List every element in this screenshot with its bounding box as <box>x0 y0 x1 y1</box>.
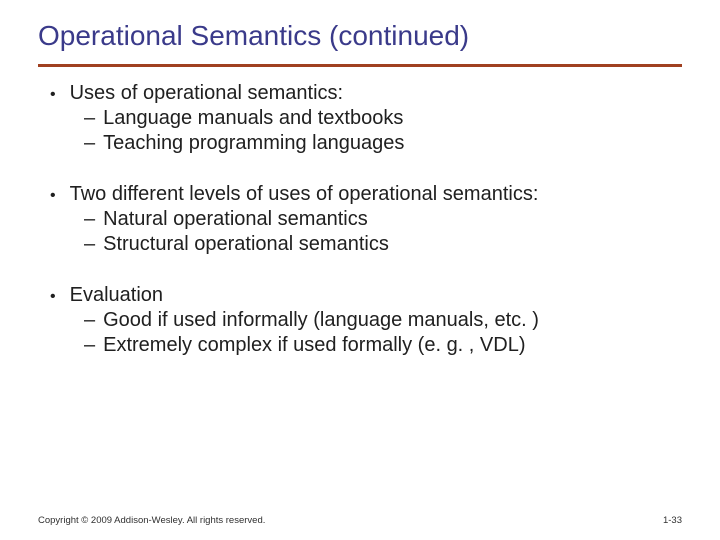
slide-footer: Copyright © 2009 Addison-Wesley. All rig… <box>38 515 682 526</box>
bullet-dot-icon: • <box>50 85 56 105</box>
slide: Operational Semantics (continued) • Uses… <box>0 0 720 540</box>
copyright-text: Copyright © 2009 Addison-Wesley. All rig… <box>38 515 265 526</box>
bullet-item: • Two different levels of uses of operat… <box>38 182 682 207</box>
sub-bullet-text: Good if used informally (language manual… <box>103 308 682 333</box>
sub-bullet-item: – Good if used informally (language manu… <box>38 308 682 333</box>
bullet-dot-icon: • <box>50 287 56 307</box>
slide-title: Operational Semantics (continued) <box>38 20 682 64</box>
dash-icon: – <box>84 333 95 358</box>
sub-bullet-text: Teaching programming languages <box>103 131 682 156</box>
bullet-group: • Uses of operational semantics: – Langu… <box>38 81 682 156</box>
sub-bullet-text: Language manuals and textbooks <box>103 106 682 131</box>
sub-bullet-text: Extremely complex if used formally (e. g… <box>103 333 682 358</box>
sub-bullet-item: – Teaching programming languages <box>38 131 682 156</box>
bullet-item: • Evaluation <box>38 283 682 308</box>
bullet-group: • Two different levels of uses of operat… <box>38 182 682 257</box>
slide-content: • Uses of operational semantics: – Langu… <box>38 81 682 358</box>
sub-bullet-text: Structural operational semantics <box>103 232 682 257</box>
dash-icon: – <box>84 106 95 131</box>
bullet-text: Two different levels of uses of operatio… <box>70 182 682 207</box>
bullet-text: Uses of operational semantics: <box>70 81 682 106</box>
bullet-dot-icon: • <box>50 186 56 206</box>
sub-bullet-item: – Language manuals and textbooks <box>38 106 682 131</box>
page-number: 1-33 <box>663 515 682 526</box>
bullet-item: • Uses of operational semantics: <box>38 81 682 106</box>
dash-icon: – <box>84 232 95 257</box>
bullet-text: Evaluation <box>70 283 682 308</box>
dash-icon: – <box>84 308 95 333</box>
dash-icon: – <box>84 207 95 232</box>
sub-bullet-text: Natural operational semantics <box>103 207 682 232</box>
title-rule <box>38 64 682 67</box>
sub-bullet-item: – Structural operational semantics <box>38 232 682 257</box>
dash-icon: – <box>84 131 95 156</box>
sub-bullet-item: – Extremely complex if used formally (e.… <box>38 333 682 358</box>
sub-bullet-item: – Natural operational semantics <box>38 207 682 232</box>
bullet-group: • Evaluation – Good if used informally (… <box>38 283 682 358</box>
